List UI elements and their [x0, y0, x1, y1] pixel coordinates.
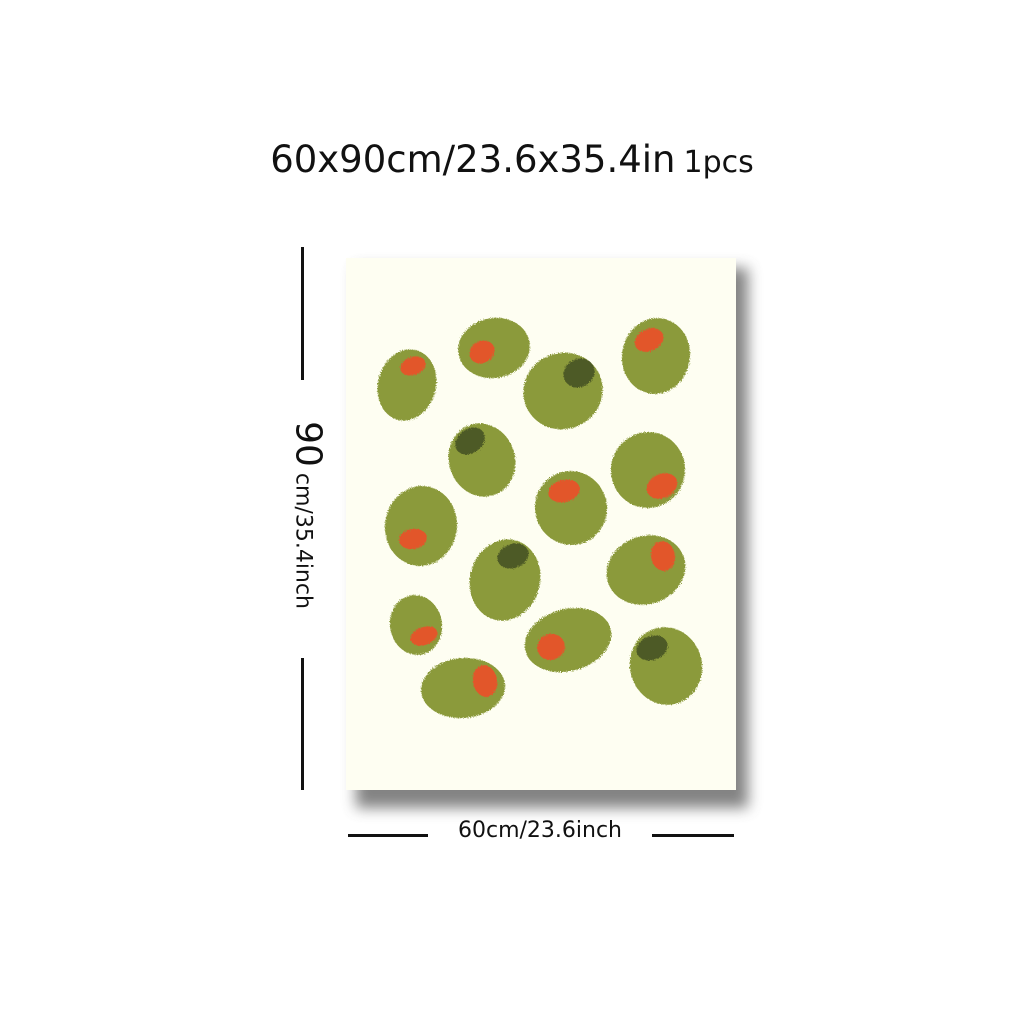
olive-3	[523, 352, 603, 430]
height-value: 90	[287, 421, 329, 467]
width-line-left	[348, 834, 428, 837]
olive-2	[458, 317, 530, 379]
width-line-right	[652, 834, 734, 837]
olive-artwork	[377, 317, 703, 719]
olive-10	[606, 535, 686, 605]
olive-9	[469, 539, 541, 621]
height-label: 90 cm/35.4inch	[258, 400, 358, 630]
olive-11	[389, 595, 443, 655]
product-size-title: 60x90cm/23.6x35.4in 1pcs	[0, 138, 1024, 181]
poster-canvas	[346, 258, 736, 790]
olive-13	[629, 627, 703, 705]
olive-1	[377, 349, 437, 421]
olive-7	[534, 471, 608, 545]
quantity-text: 1pcs	[683, 145, 754, 180]
olive-14	[421, 657, 505, 719]
olive-5	[448, 423, 516, 497]
size-text: 60x90cm/23.6x35.4in	[270, 138, 676, 181]
olive-8	[384, 486, 458, 566]
olive-6	[610, 432, 686, 508]
height-line-top	[301, 247, 304, 380]
width-label: 60cm/23.6inch	[457, 818, 622, 843]
olive-4	[621, 318, 691, 394]
height-line-bottom	[301, 658, 304, 790]
olive-12	[524, 607, 612, 673]
height-unit: cm/35.4inch	[290, 472, 316, 609]
